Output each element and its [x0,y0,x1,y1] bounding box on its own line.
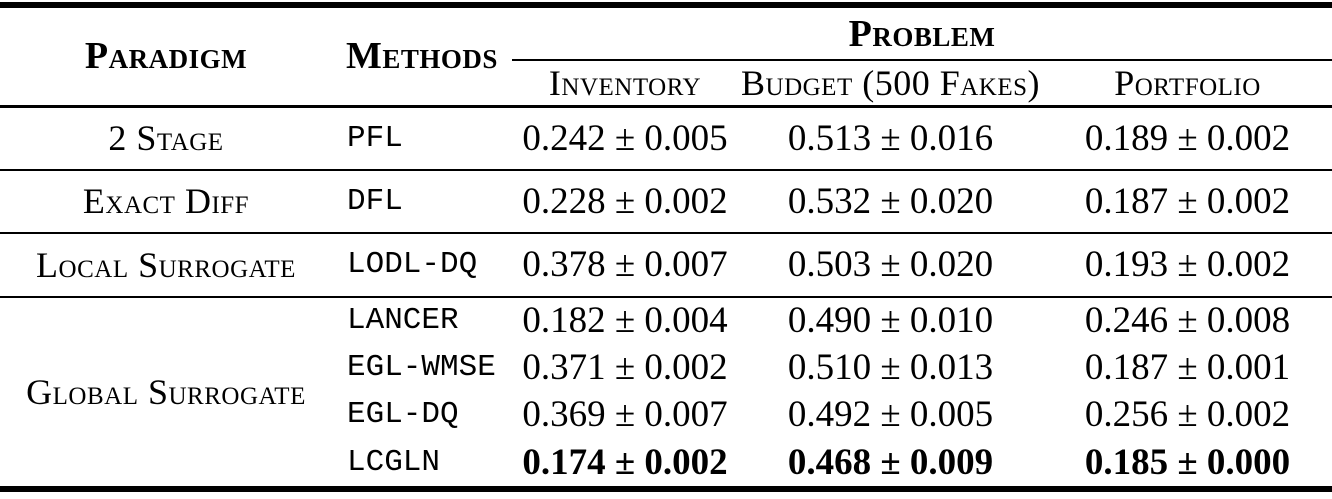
method-cell: LODL-DQ [332,232,512,297]
header-row-problems: Inventory Budget (500 Fakes) Portfolio [0,60,1332,108]
col-header-budget: Budget (500 Fakes) [738,60,1043,108]
col-header-portfolio: Portfolio [1043,60,1332,108]
result-cell-budget: 0.468 ± 0.009 [787,441,994,483]
col-header-inventory: Inventory [512,60,738,108]
paradigm-cell: Exact Diff [0,168,332,233]
result-cell-inventory: 0.371 ± 0.002 [522,347,728,389]
paradigm-cell: Global Surrogate [0,295,332,486]
method-cell: DFL [332,168,512,233]
result-cell-inventory: 0.174 ± 0.002 [522,441,728,483]
result-cell-budget: 0.503 ± 0.020 [738,232,1043,297]
col-header-methods: Methods [332,8,512,108]
paradigm-cell: Local Surrogate [0,232,332,297]
result-cell-inventory: 0.242 ± 0.005 [522,117,728,159]
table-row-pfl: 2 Stage PFL 0.242 ± 0.005 0.513 ± 0.016 … [0,106,1332,170]
col-header-paradigm: Paradigm [0,8,332,108]
method-cell: PFL [347,120,403,156]
result-cell-budget: 0.510 ± 0.013 [787,347,994,389]
result-cell-budget: 0.490 ± 0.010 [738,295,1043,344]
table-row-lancer: Global Surrogate LANCER 0.182 ± 0.004 0.… [0,295,1332,486]
result-cell-portfolio: 0.193 ± 0.002 [1043,232,1332,297]
result-cell-portfolio: 0.189 ± 0.002 [1084,117,1291,159]
results-table: Paradigm Methods Problem Inventory Budge… [0,8,1332,486]
result-cell-portfolio: 0.187 ± 0.001 [1084,347,1291,389]
table-row-egl-dq: EGL-DQ 0.369 ± 0.007 0.492 ± 0.005 0.256… [0,391,1332,438]
result-cell-portfolio: 0.185 ± 0.000 [1084,441,1291,483]
result-cell-portfolio: 0.187 ± 0.002 [1043,168,1332,233]
result-cell-inventory: 0.228 ± 0.002 [512,168,738,233]
result-cell-budget: 0.513 ± 0.016 [787,117,994,159]
result-cell-inventory: 0.378 ± 0.007 [512,232,738,297]
result-cell-portfolio: 0.256 ± 0.002 [1084,394,1291,436]
table-row-dfl: Exact Diff DFL 0.228 ± 0.002 0.532 ± 0.0… [0,168,1332,233]
result-cell-portfolio: 0.246 ± 0.008 [1043,295,1332,344]
result-cell-inventory: 0.369 ± 0.007 [522,394,728,436]
method-cell: EGL-DQ [347,397,459,433]
result-cell-budget: 0.532 ± 0.020 [738,168,1043,233]
method-cell: EGL-WMSE [347,350,496,386]
table-row-egl-wmse: EGL-WMSE 0.371 ± 0.002 0.510 ± 0.013 0.1… [0,344,1332,391]
header-row-groups: Paradigm Methods Problem [0,8,1332,108]
method-cell: LCGLN [347,444,441,480]
result-cell-inventory: 0.182 ± 0.004 [512,295,738,344]
method-cell: LANCER [332,295,512,344]
col-header-problem-group: Problem [512,8,1332,61]
paradigm-cell: 2 Stage [108,118,224,158]
result-cell-budget: 0.492 ± 0.005 [787,394,994,436]
table-row-lodl-dq: Local Surrogate LODL-DQ 0.378 ± 0.007 0.… [0,232,1332,297]
table-row-lcgln: LCGLN 0.174 ± 0.002 0.468 ± 0.009 0.185 … [0,439,1332,486]
